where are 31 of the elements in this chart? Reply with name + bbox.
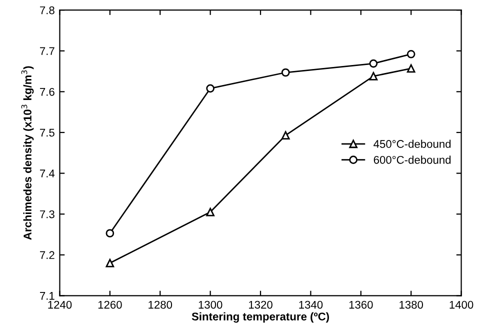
- x-tick-label: 1280: [148, 300, 172, 309]
- x-tick-label: 1320: [249, 300, 272, 309]
- x-tick-label: 1360: [349, 300, 373, 309]
- legend-label: 600°C-debound: [374, 156, 451, 164]
- y-tick-label: 7.4: [40, 170, 55, 178]
- y-tick-label: 7.6: [40, 88, 54, 96]
- x-tick-label: 1340: [299, 300, 323, 309]
- x-tick-label: 1300: [198, 300, 222, 309]
- point: [369, 59, 378, 68]
- point: [406, 50, 416, 58]
- point: [206, 84, 214, 93]
- y-tick-label: 7.5: [40, 128, 54, 137]
- x-tick-label: 1380: [400, 300, 424, 309]
- y-axis-title: Archimedes density (x10$^{3}$ kg/m$^{3}$): [21, 66, 34, 240]
- y-tick-label: 7.1: [40, 292, 54, 300]
- point: [106, 258, 114, 268]
- x-tick-label: 1240: [48, 300, 72, 309]
- point: [369, 72, 378, 80]
- x-tick-label: 1400: [450, 300, 474, 309]
- y-tick-label: 7.2: [40, 251, 54, 259]
- x-tick-label: 1260: [98, 300, 122, 309]
- point: [106, 229, 114, 238]
- point: [281, 68, 290, 77]
- point: [281, 131, 290, 140]
- y-tick-label: 7.3: [40, 210, 54, 218]
- y-tick-label: 7.7: [40, 47, 54, 55]
- legend-label: 450°C-debound: [374, 140, 451, 148]
- point: [406, 64, 416, 73]
- y-tick-label: 7.8: [40, 6, 54, 14]
- x-axis-title: Sintering temperature (ºC): [192, 312, 329, 323]
- point: [206, 208, 214, 216]
